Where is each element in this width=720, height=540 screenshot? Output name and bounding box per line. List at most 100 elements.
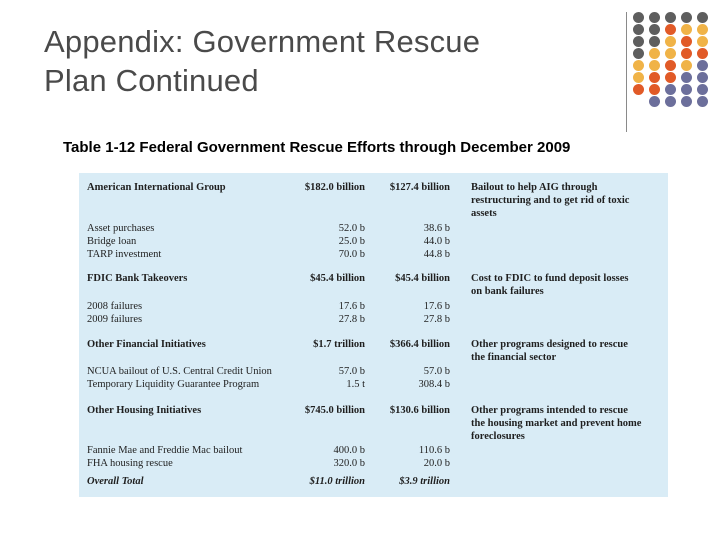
table-category-row: FDIC Bank Takeovers $45.4 billion $45.4 bi… xyxy=(79,272,668,297)
table-sub-row: Asset purchases 52.0 b 38.6 b xyxy=(79,222,668,235)
amount-authorized: 52.0 b xyxy=(338,223,365,234)
program-description: Other programs intended to rescue the hou… xyxy=(471,404,667,443)
decorative-dot xyxy=(697,84,708,95)
program-label: FHA housing rescue xyxy=(87,458,173,469)
table-sub-row: Bridge loan 25.0 b 44.0 b xyxy=(79,235,668,248)
decorative-dot xyxy=(681,36,692,47)
table-sub-row: Temporary Liquidity Guarantee Program 1.5… xyxy=(79,378,668,391)
description-line: Bailout to help AIG through xyxy=(471,182,598,193)
program-label: NCUA bailout of U.S. Central Credit Unio… xyxy=(87,366,272,377)
decorative-dot xyxy=(697,48,708,59)
amount-spent: $3.9 trillion xyxy=(399,476,450,487)
amount-authorized: $45.4 billion xyxy=(310,273,365,284)
table-category-row: Other Financial Initiatives $1.7 trillion… xyxy=(79,338,668,363)
program-label: Fannie Mae and Freddie Mac bailout xyxy=(87,445,243,456)
program-label: Other Financial Initiatives xyxy=(87,339,206,350)
program-label: Overall Total xyxy=(87,476,144,487)
table-category-row: American International Group $182.0 billi… xyxy=(79,181,668,219)
amount-spent: 44.8 b xyxy=(423,249,450,260)
slide-title-line-1: Appendix: Government Rescue xyxy=(44,24,481,59)
program-label: 2008 failures xyxy=(87,301,143,312)
amount-spent: $366.4 billion xyxy=(389,339,450,350)
decorative-dot xyxy=(697,24,708,35)
amount-spent: $127.4 billion xyxy=(389,182,450,193)
decorative-dot xyxy=(681,24,692,35)
table-sub-row: Fannie Mae and Freddie Mac bailout 400.0 … xyxy=(79,444,668,457)
program-label: Temporary Liquidity Guarantee Program xyxy=(87,379,260,390)
decorative-dot xyxy=(681,48,692,59)
program-label: American International Group xyxy=(87,182,226,193)
description-line: Other programs designed to rescue xyxy=(471,339,628,350)
decorative-dot xyxy=(681,60,692,71)
table-category-row: Other Housing Initiatives $745.0 billion $… xyxy=(79,404,668,442)
rescue-efforts-table: American International Group $182.0 billi… xyxy=(79,173,668,497)
program-label: FDIC Bank Takeovers xyxy=(87,273,188,284)
decorative-dot xyxy=(681,84,692,95)
decorative-dot xyxy=(697,60,708,71)
amount-authorized: 70.0 b xyxy=(338,249,365,260)
decorative-dot xyxy=(665,84,676,95)
description-line: Cost to FDIC to fund deposit losses xyxy=(471,273,629,284)
amount-authorized: $182.0 billion xyxy=(304,182,365,193)
decorative-dot xyxy=(681,12,692,23)
decorative-dot xyxy=(633,24,644,35)
decorative-dot xyxy=(681,96,692,107)
amount-spent: 17.6 b xyxy=(423,301,450,312)
table-sub-row: NCUA bailout of U.S. Central Credit Unio… xyxy=(79,365,668,378)
slide-title-line-2: Plan Continued xyxy=(44,63,259,98)
decorative-dot xyxy=(649,48,660,59)
decorative-dot xyxy=(633,72,644,83)
table-category-row: Overall Total $11.0 trillion $3.9 trillion xyxy=(79,475,668,488)
amount-spent: 57.0 b xyxy=(423,366,450,377)
decorative-dot xyxy=(697,36,708,47)
description-line: foreclosures xyxy=(471,431,525,442)
table-sub-row: 2009 failures 27.8 b 27.8 b xyxy=(79,313,668,326)
amount-spent: 27.8 b xyxy=(423,314,450,325)
decorative-dot xyxy=(649,96,660,107)
decorative-dot xyxy=(649,24,660,35)
decorative-dot xyxy=(633,36,644,47)
amount-authorized: 25.0 b xyxy=(338,236,365,247)
amount-authorized: $11.0 trillion xyxy=(309,476,365,487)
amount-spent: $130.6 billion xyxy=(389,405,450,416)
decorative-dot xyxy=(665,12,676,23)
amount-authorized: 17.6 b xyxy=(338,301,365,312)
amount-spent: 38.6 b xyxy=(423,223,450,234)
table-sub-row: FHA housing rescue 320.0 b 20.0 b xyxy=(79,457,668,470)
vertical-divider xyxy=(626,12,627,132)
decorative-dot xyxy=(697,96,708,107)
decorative-dot xyxy=(649,12,660,23)
amount-authorized: 27.8 b xyxy=(338,314,365,325)
description-line: on bank failures xyxy=(471,286,544,297)
decorative-dot xyxy=(665,60,676,71)
decorative-dot xyxy=(665,96,676,107)
program-label: Bridge loan xyxy=(87,236,137,247)
program-label: TARP investment xyxy=(87,249,162,260)
description-line: the financial sector xyxy=(471,352,557,363)
decorative-dot xyxy=(649,84,660,95)
decorative-dot xyxy=(665,24,676,35)
program-description: Cost to FDIC to fund deposit losses on ba… xyxy=(471,272,667,298)
amount-authorized: 57.0 b xyxy=(338,366,365,377)
table-sub-row: 2008 failures 17.6 b 17.6 b xyxy=(79,300,668,313)
decorative-dot xyxy=(633,84,644,95)
slide-title: Appendix: Government Rescue Plan Continu… xyxy=(44,22,604,100)
amount-spent: 110.6 b xyxy=(418,445,450,456)
decorative-dot xyxy=(697,12,708,23)
amount-authorized: 320.0 b xyxy=(333,458,366,469)
decorative-dot xyxy=(681,72,692,83)
description-line: assets xyxy=(471,208,497,219)
decorative-dot xyxy=(697,72,708,83)
amount-spent: 20.0 b xyxy=(423,458,450,469)
amount-spent: 308.4 b xyxy=(418,379,451,390)
decorative-dot xyxy=(649,36,660,47)
decorative-dot xyxy=(633,60,644,71)
description-line: the housing market and prevent home xyxy=(471,418,642,429)
amount-spent: 44.0 b xyxy=(423,236,450,247)
table-caption: Table 1-12 Federal Government Rescue Eff… xyxy=(63,139,571,156)
decorative-dot xyxy=(633,48,644,59)
amount-authorized: $745.0 billion xyxy=(304,405,365,416)
program-label: 2009 failures xyxy=(87,314,143,325)
program-label: Asset purchases xyxy=(87,223,155,234)
description-line: Other programs intended to rescue xyxy=(471,405,628,416)
